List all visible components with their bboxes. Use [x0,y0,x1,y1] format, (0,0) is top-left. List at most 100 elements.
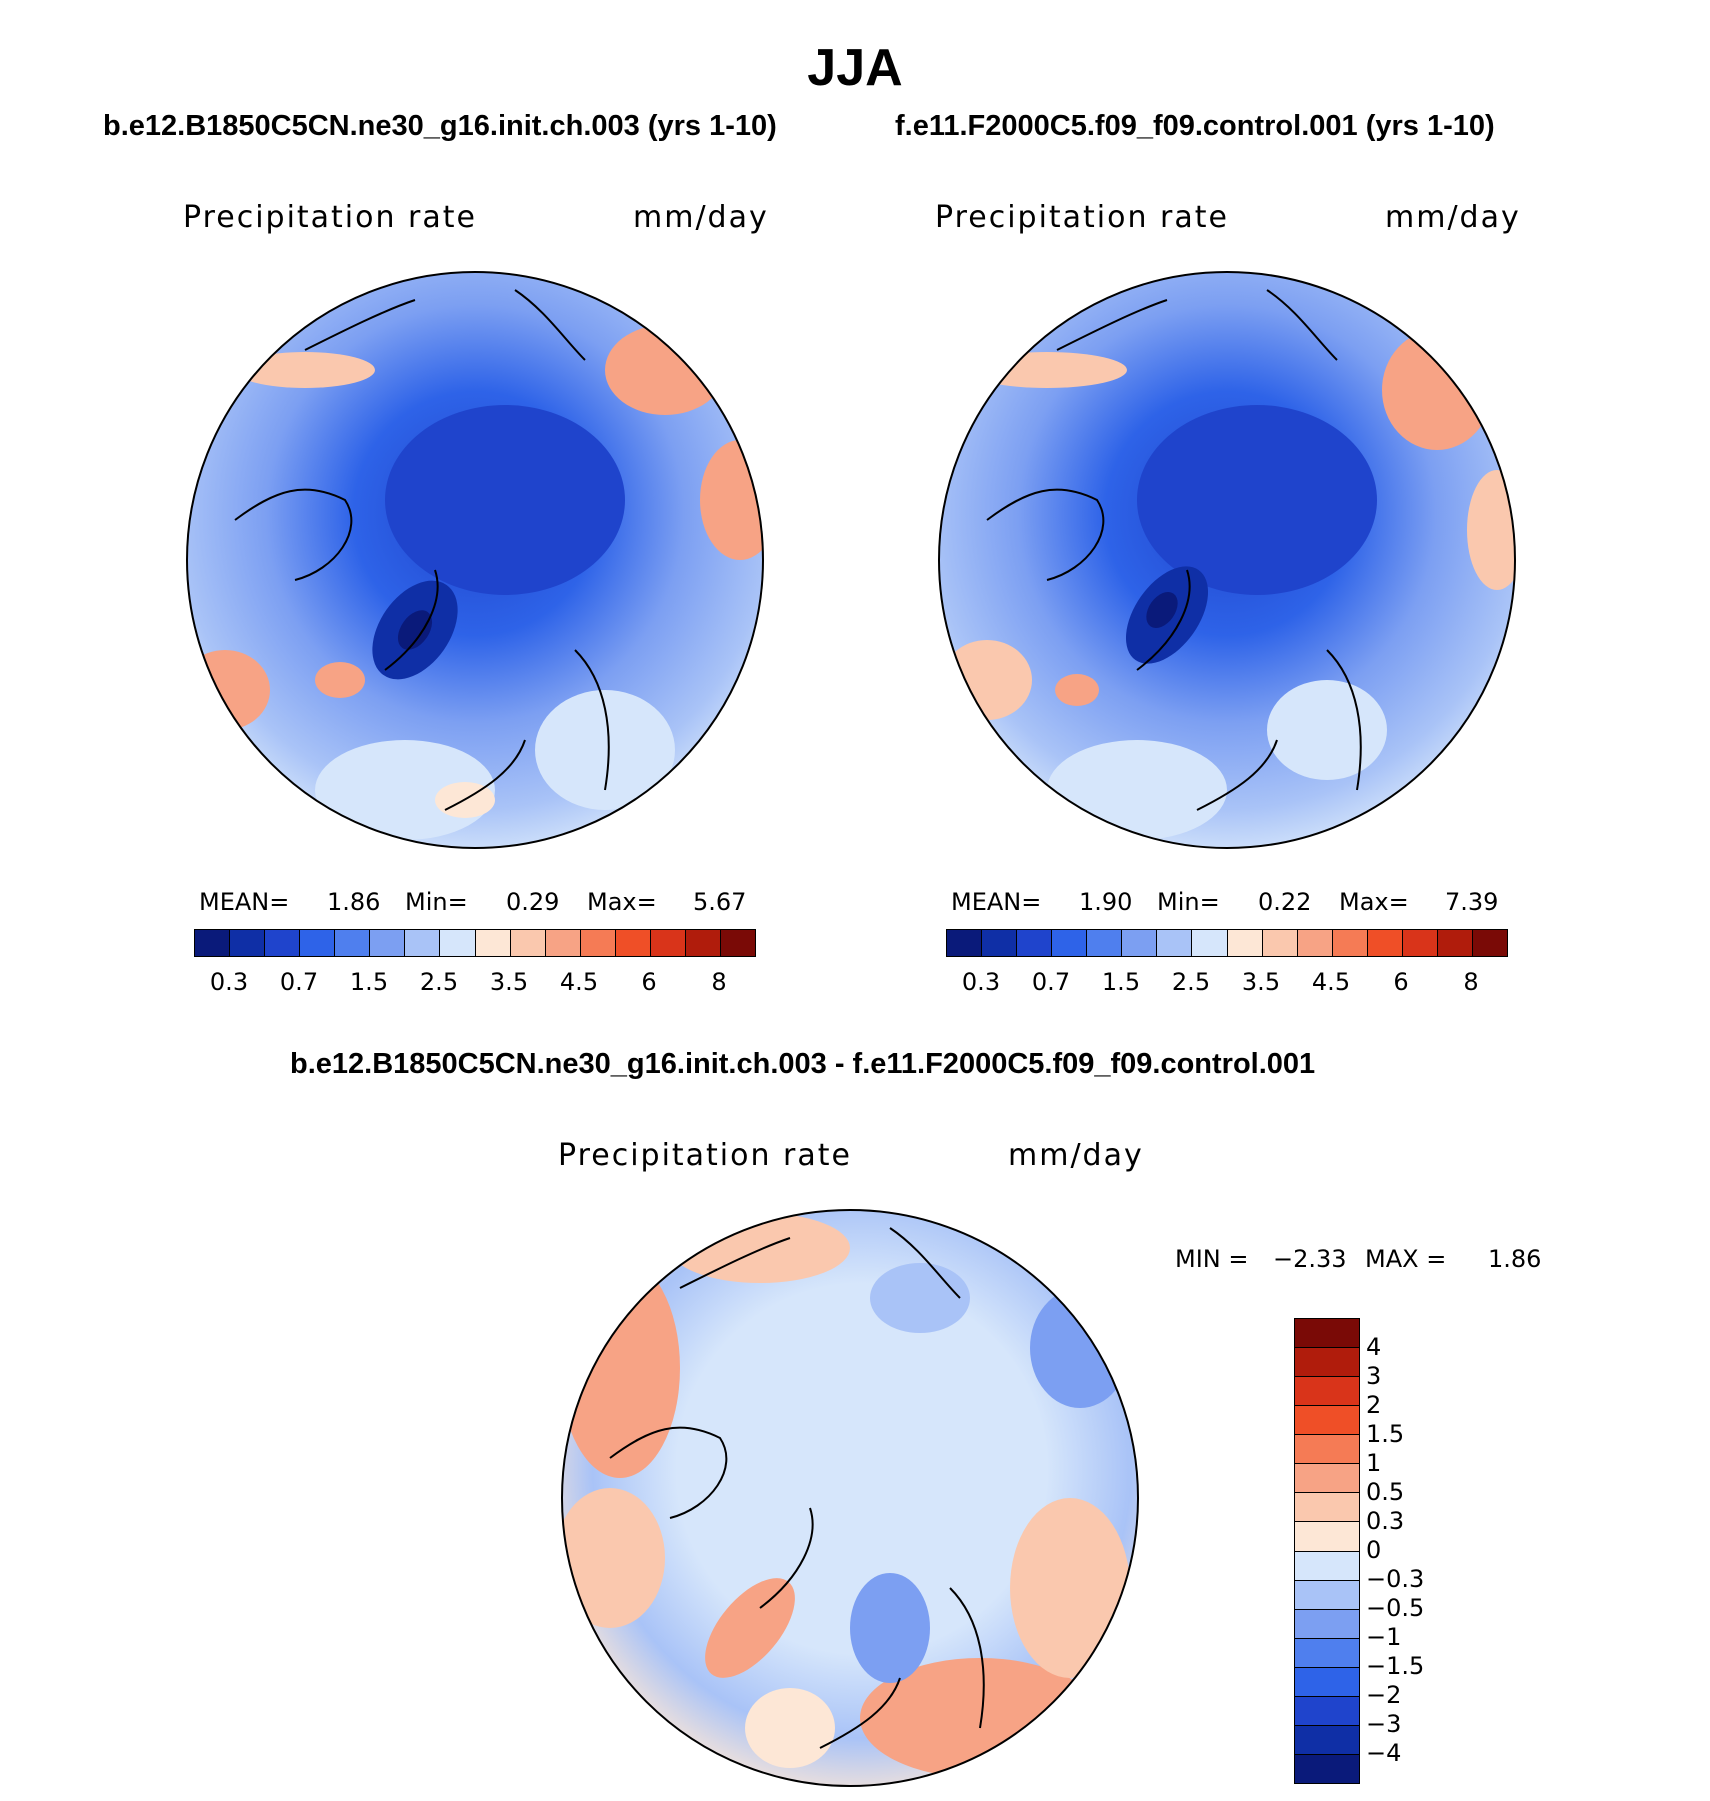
colorbar-tick-label: 0.3 [961,968,1001,996]
colorbar-swatch [1192,930,1228,956]
colorbar-swatch [1295,1435,1359,1465]
diff-colorbar [1294,1318,1360,1784]
colorbar-swatch [1017,930,1053,956]
colorbar-swatch [1295,1580,1359,1610]
colorbar-swatch [720,930,755,956]
colorbar-swatch [230,930,266,956]
colorbar-swatch [195,930,231,956]
colorbar-tick-label: 4 [1366,1333,1382,1361]
colorbar-tick-label: 0 [1366,1536,1382,1564]
colorbar-tick-label: −1 [1366,1623,1402,1651]
colorbar-swatch [510,930,546,956]
colorbar-tick-label: 6 [641,968,657,996]
colorbar-swatch [1295,1406,1359,1436]
panel1-variable-label: Precipitation rate [183,200,477,235]
diff-polar-map [561,1209,1139,1787]
panel2-min-value: 0.22 [1258,888,1312,916]
diff-case-title: b.e12.B1850C5CN.ne30_g16.init.ch.003 - f… [290,1048,1316,1080]
diff-units-label: mm/day [1008,1138,1144,1173]
colorbar-tick-label: 0.5 [1366,1478,1405,1506]
colorbar-swatch [405,930,441,956]
colorbar-swatch [475,930,511,956]
panel2-colorbar [946,929,1508,957]
colorbar-swatch [1297,930,1333,956]
colorbar-swatch [1295,1696,1359,1726]
colorbar-tick-label: −4 [1366,1739,1402,1767]
colorbar-tick-label: −3 [1366,1710,1402,1738]
panel1-units-label: mm/day [633,200,769,235]
colorbar-swatch [615,930,651,956]
panel2-min-label: Min= [1157,888,1220,916]
colorbar-tick-label: 1.5 [349,968,389,996]
diff-variable-label: Precipitation rate [558,1138,852,1173]
diff-min-value: −2.33 [1273,1245,1347,1273]
colorbar-swatch [1262,930,1298,956]
colorbar-swatch [1295,1667,1359,1697]
colorbar-swatch [650,930,686,956]
colorbar-swatch [1295,1464,1359,1494]
colorbar-tick-label: 3.5 [489,968,529,996]
panel1-min-value: 0.29 [506,888,560,916]
colorbar-tick-label: 1.5 [1101,968,1141,996]
colorbar-swatch [580,930,616,956]
panel1-mean-label: MEAN= [199,888,290,916]
figure-title: JJA [807,39,903,97]
colorbar-swatch [1295,1377,1359,1407]
colorbar-tick-label: 3 [1366,1362,1382,1390]
panel1-min-label: Min= [405,888,468,916]
panel2-max-value: 7.39 [1445,888,1499,916]
panel1-mean-value: 1.86 [327,888,381,916]
colorbar-tick-label: 0.7 [1031,968,1071,996]
colorbar-swatch [1087,930,1123,956]
colorbar-tick-label: 2.5 [419,968,459,996]
colorbar-swatch [1402,930,1438,956]
colorbar-tick-label: 6 [1393,968,1409,996]
colorbar-tick-label: 8 [711,968,727,996]
panel1-colorbar [194,929,756,957]
colorbar-swatch [1367,930,1403,956]
panel2-mean-value: 1.90 [1079,888,1133,916]
diff-min-label: MIN = [1175,1245,1249,1273]
colorbar-tick-label: 3.5 [1241,968,1281,996]
colorbar-swatch [1472,930,1507,956]
colorbar-swatch [1157,930,1193,956]
colorbar-swatch [1122,930,1158,956]
colorbar-swatch [545,930,581,956]
colorbar-swatch [300,930,336,956]
colorbar-tick-label: 1 [1366,1449,1382,1477]
diff-max-value: 1.86 [1488,1245,1542,1273]
panel1-max-value: 5.67 [693,888,747,916]
colorbar-swatch [685,930,721,956]
colorbar-tick-label: 2 [1366,1391,1382,1419]
colorbar-swatch [1295,1725,1359,1755]
colorbar-swatch [370,930,406,956]
panel2-variable-label: Precipitation rate [935,200,1229,235]
colorbar-swatch [1295,1609,1359,1639]
colorbar-swatch [982,930,1018,956]
colorbar-swatch [947,930,983,956]
panel1-polar-map [186,271,764,849]
colorbar-tick-label: −0.3 [1366,1565,1425,1593]
colorbar-swatch [1295,1319,1359,1349]
colorbar-swatch [1295,1522,1359,1552]
colorbar-swatch [1437,930,1473,956]
colorbar-swatch [335,930,371,956]
panel2-units-label: mm/day [1385,200,1521,235]
panel2-case-title: f.e11.F2000C5.f09_f09.control.001 (yrs 1… [895,110,1495,142]
panel1-case-title: b.e12.B1850C5CN.ne30_g16.init.ch.003 (yr… [103,110,777,142]
colorbar-swatch [1295,1638,1359,1668]
panel2-mean-label: MEAN= [951,888,1042,916]
colorbar-swatch [265,930,301,956]
colorbar-tick-label: −2 [1366,1681,1402,1709]
colorbar-tick-label: 8 [1463,968,1479,996]
colorbar-tick-label: −0.5 [1366,1594,1425,1622]
colorbar-tick-label: 0.3 [209,968,249,996]
colorbar-swatch [1332,930,1368,956]
panel1-max-label: Max= [587,888,657,916]
panel2-max-label: Max= [1339,888,1409,916]
panel2-polar-map [938,271,1516,849]
colorbar-tick-label: 0.7 [279,968,319,996]
colorbar-swatch [1295,1754,1359,1783]
colorbar-tick-label: 0.3 [1366,1507,1405,1535]
diff-max-label: MAX = [1365,1245,1447,1273]
